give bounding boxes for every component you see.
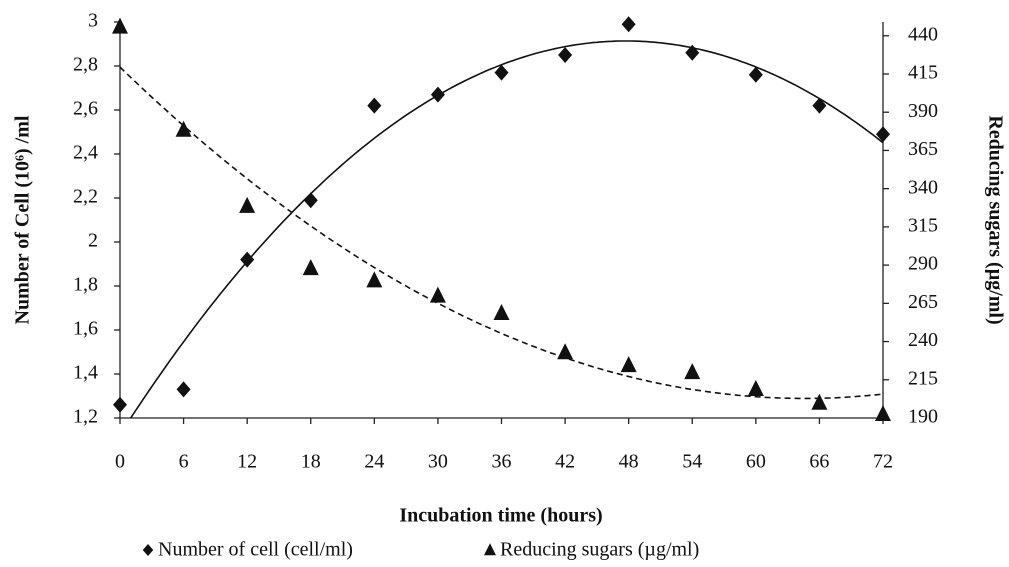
x-tick-label: 30	[428, 451, 448, 473]
data-point	[366, 271, 383, 288]
y2-tick-label: 215	[908, 367, 938, 389]
data-point	[113, 396, 127, 413]
data-point	[748, 66, 763, 83]
data-point	[621, 16, 636, 33]
x-tick-label: 12	[237, 451, 257, 473]
x-tick-label: 72	[873, 451, 893, 473]
y2-tick-label: 290	[908, 253, 938, 275]
x-tick-label: 36	[492, 451, 512, 473]
data-point	[620, 356, 637, 373]
x-tick-label: 24	[364, 451, 384, 473]
y-tick-label: 2,4	[73, 142, 98, 164]
y2-tick-label: 440	[908, 23, 938, 45]
x-tick-label: 60	[746, 451, 766, 473]
data-point	[239, 196, 256, 213]
y2-tick-label: 315	[908, 214, 938, 236]
data-point	[558, 47, 573, 63]
y-tick-label: 1,8	[73, 274, 98, 296]
data-point	[429, 286, 446, 303]
data-point	[684, 363, 701, 380]
y-tick-label: 1,2	[73, 406, 98, 428]
y2-tick-label: 190	[908, 406, 938, 428]
x-tick-label: 54	[682, 451, 702, 473]
y-tick-label: 3	[88, 10, 98, 32]
data-point	[876, 126, 890, 143]
trend-line	[120, 66, 883, 400]
y2-tick-label: 240	[908, 329, 938, 351]
x-tick-label: 18	[301, 451, 321, 473]
y2-tick-label: 265	[908, 291, 938, 313]
data-point	[240, 251, 255, 268]
y-tick-label: 2,6	[73, 98, 98, 120]
trend-line	[129, 40, 883, 418]
data-point	[430, 86, 445, 103]
data-point	[812, 97, 827, 114]
x-tick-label: 66	[809, 451, 829, 473]
y2-axis-title: Reducing sugars (µg/ml)	[984, 115, 1006, 324]
data-point	[175, 120, 192, 137]
y-tick-label: 2,8	[73, 54, 98, 76]
legend-label: Number of cell (cell/ml)	[158, 539, 353, 561]
data-point	[811, 393, 828, 410]
data-point	[685, 44, 700, 61]
y-tick-label: 2,2	[73, 186, 98, 208]
data-point	[493, 303, 510, 320]
y-tick-label: 1,6	[73, 318, 98, 340]
data-point	[176, 381, 191, 398]
y2-tick-label: 365	[908, 138, 938, 160]
data-point	[302, 259, 319, 276]
data-point	[112, 17, 128, 34]
x-tick-label: 48	[619, 451, 639, 473]
data-point	[747, 379, 764, 396]
x-tick-label: 42	[555, 451, 575, 473]
x-tick-label: 0	[115, 451, 125, 473]
y-tick-label: 2	[88, 230, 98, 252]
y-axis-title: Number of Cell (10⁶) /ml	[12, 115, 34, 324]
legend-label: Reducing sugars (µg/ml)	[500, 539, 699, 561]
x-tick-label: 6	[179, 451, 189, 473]
y2-tick-label: 340	[908, 176, 938, 198]
legend-marker	[484, 543, 496, 556]
data-point	[494, 64, 509, 81]
data-point	[875, 405, 891, 422]
data-point	[303, 192, 318, 209]
x-axis-title: Incubation time (hours)	[399, 505, 602, 527]
data-point	[557, 343, 574, 360]
y2-tick-label: 390	[908, 100, 938, 122]
legend-marker	[142, 544, 154, 556]
y2-tick-label: 415	[908, 62, 938, 84]
y-tick-label: 1,4	[73, 362, 98, 384]
data-point	[367, 97, 382, 114]
